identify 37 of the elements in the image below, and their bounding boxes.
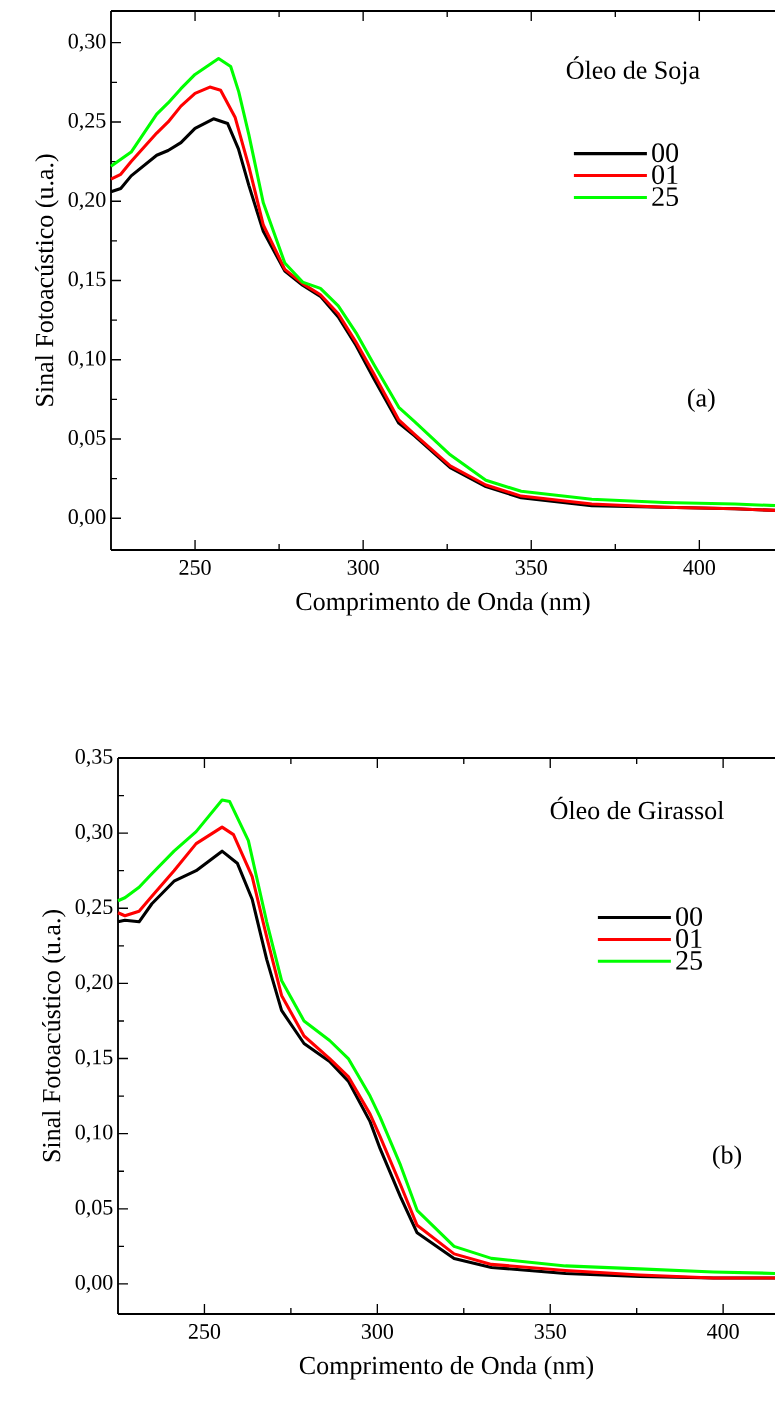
x-tick-label: 250 [189,1324,221,1339]
x-tick-label: 400 [707,1324,740,1339]
annotation: Óleo de Girassol [550,796,725,820]
annotation: (a) [688,388,715,412]
x-tick-label: 350 [516,560,548,575]
y-axis-title: Sinal Fotoacústico (u.a.) [42,910,66,1162]
y-tick-label: 0,05 [75,1199,113,1218]
legend-label: 01 [676,929,702,948]
y-tick-label: 0,00 [75,1274,113,1293]
y-tick-label: 0,20 [75,974,113,993]
y-tick-label: 0,10 [68,350,106,369]
legend-label: 00 [652,143,679,163]
y-tick-label: 0,25 [75,899,113,918]
y-tick-label: 0,30 [68,33,106,52]
x-axis-title: Comprimento de Onda (nm) [296,592,590,616]
annotation: (b) [713,1145,742,1169]
x-tick-label: 300 [347,560,380,575]
y-tick-label: 0,15 [75,1049,113,1068]
y-tick-label: 0,05 [68,430,106,449]
y-tick-label: 0,30 [75,824,113,843]
y-axis-title: Sinal Fotoacústico (u.a.) [35,154,59,406]
legend-label: 25 [676,951,703,970]
x-axis-title: Comprimento de Onda (nm) [300,1356,594,1380]
legend-label: 00 [676,907,703,927]
x-tick-label: 350 [535,1324,567,1339]
y-tick-label: 0,20 [68,192,106,211]
x-tick-label: 300 [362,1324,394,1339]
y-tick-label: 0,15 [68,271,106,290]
legend-label: 25 [652,187,679,207]
x-tick-label: 250 [179,560,211,575]
y-tick-label: 0,10 [75,1124,113,1143]
y-tick-label: 0,00 [68,509,106,528]
x-tick-label: 400 [683,560,716,575]
y-tick-label: 0,35 [75,748,113,768]
y-tick-label: 0,25 [68,112,106,131]
legend-label: 01 [652,165,678,185]
annotation: Óleo de Soja [567,56,700,85]
